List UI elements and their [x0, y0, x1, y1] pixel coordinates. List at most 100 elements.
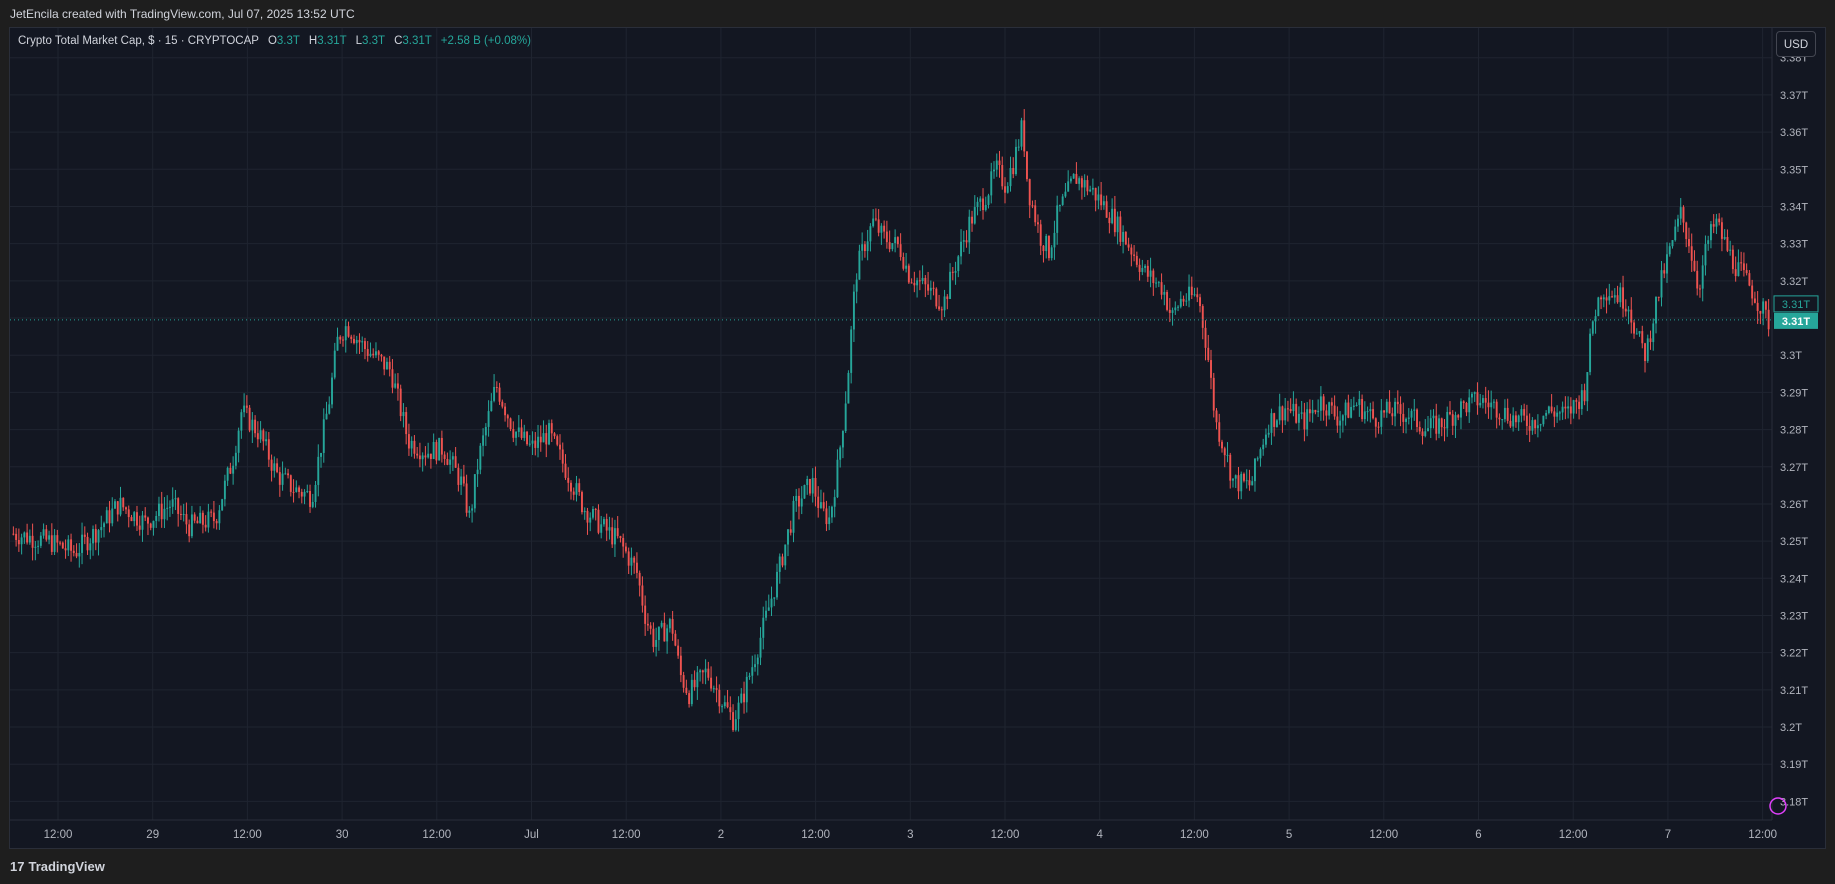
candle-body — [254, 419, 257, 434]
candle-body — [1144, 265, 1147, 268]
candle-body — [907, 265, 910, 283]
candle-body — [493, 386, 496, 401]
candle-body — [424, 455, 427, 458]
candle-body — [1748, 273, 1751, 286]
candle-body — [1204, 327, 1207, 348]
candle-body — [1594, 316, 1597, 322]
candle-body — [1627, 309, 1630, 312]
candle-body — [874, 218, 877, 220]
candle-body — [114, 501, 116, 509]
candle-body — [1245, 480, 1248, 482]
candle-body — [759, 637, 762, 658]
candle-body — [306, 491, 309, 493]
candle-body — [75, 552, 78, 557]
candle-body — [1591, 321, 1594, 334]
candle-body — [1611, 296, 1614, 298]
candle-body — [798, 495, 800, 507]
candle-body — [1237, 475, 1240, 492]
x-tick-label: 12:00 — [1180, 829, 1209, 841]
candle-body — [938, 306, 941, 310]
candle-body — [377, 351, 380, 355]
candle-body — [828, 517, 831, 525]
candle-body — [482, 435, 485, 446]
candle-body — [531, 440, 534, 444]
candle-body — [86, 536, 89, 551]
candle-body — [204, 524, 207, 528]
candle-body — [1734, 269, 1737, 277]
candle-body — [894, 237, 897, 244]
candle-body — [141, 515, 144, 530]
candle-body — [171, 499, 174, 507]
y-tick-label: 3.38T — [1780, 53, 1808, 65]
candle-body — [605, 519, 608, 531]
candle-body — [836, 459, 839, 498]
candle-body — [300, 491, 303, 497]
candle-body — [336, 336, 339, 351]
candle-body — [1286, 408, 1289, 410]
candle-body — [1281, 406, 1284, 421]
candle-body — [435, 442, 438, 461]
candle-body — [1715, 218, 1718, 227]
candle-body — [1550, 406, 1553, 412]
candle-body — [105, 510, 108, 524]
candle-body — [237, 430, 240, 453]
candle-body — [1116, 216, 1119, 233]
candle-body — [1369, 409, 1372, 412]
candle-body — [586, 510, 589, 523]
candle-body — [223, 480, 226, 500]
candle-body — [70, 539, 73, 551]
candle-body — [83, 534, 86, 537]
candle-body — [1199, 297, 1201, 307]
candle-body — [688, 693, 691, 705]
candle-body — [668, 619, 671, 629]
candle-body — [1427, 428, 1429, 432]
symbol-description[interactable]: Crypto Total Market Cap, $ · 15 · CRYPTO… — [18, 35, 259, 47]
candle-body — [1232, 478, 1234, 481]
candle-body — [361, 341, 364, 343]
candle-body — [1451, 414, 1454, 426]
candle-body — [1666, 254, 1668, 274]
y-tick-label: 3.25T — [1780, 536, 1808, 548]
x-tick-label: 4 — [1096, 829, 1103, 841]
candle-body — [888, 242, 891, 250]
tradingview-logo[interactable]: 17 TradingView — [10, 859, 105, 874]
candle-body — [1709, 224, 1712, 241]
candle-body — [429, 453, 432, 459]
candle-body — [144, 515, 147, 518]
candle-body — [872, 218, 875, 227]
candle-body — [693, 679, 696, 688]
candle-body — [850, 329, 853, 373]
candle-body — [504, 406, 507, 416]
x-tick-label: 12:00 — [991, 829, 1020, 841]
candle-body — [811, 477, 814, 494]
candle-body — [1638, 331, 1641, 334]
candle-body — [374, 351, 377, 356]
candle-body — [1413, 409, 1416, 411]
y-tick-label: 3.34T — [1780, 201, 1808, 213]
candle-body — [1399, 404, 1402, 414]
candle-body — [600, 524, 603, 533]
candle-body — [295, 487, 298, 492]
candle-body — [1149, 270, 1152, 277]
candle-body — [212, 512, 215, 522]
currency-button[interactable]: USD — [1776, 31, 1816, 57]
candle-body — [358, 339, 361, 343]
candle-body — [468, 510, 471, 513]
candle-body — [50, 535, 53, 552]
candle-body — [1009, 167, 1012, 187]
candle-body — [880, 225, 883, 233]
chart-pane[interactable] — [9, 27, 1826, 849]
candle-body — [745, 676, 748, 703]
candle-body — [570, 482, 572, 492]
x-tick-label: 2 — [718, 829, 724, 841]
candle-body — [1377, 426, 1380, 428]
candle-body — [630, 557, 633, 566]
candle-body — [59, 542, 62, 544]
candle-body — [1133, 254, 1136, 256]
candle-body — [1130, 247, 1133, 255]
candle-body — [1525, 415, 1528, 426]
candle-body — [861, 244, 864, 251]
candle-body — [1314, 409, 1317, 413]
candle-body — [298, 487, 301, 492]
